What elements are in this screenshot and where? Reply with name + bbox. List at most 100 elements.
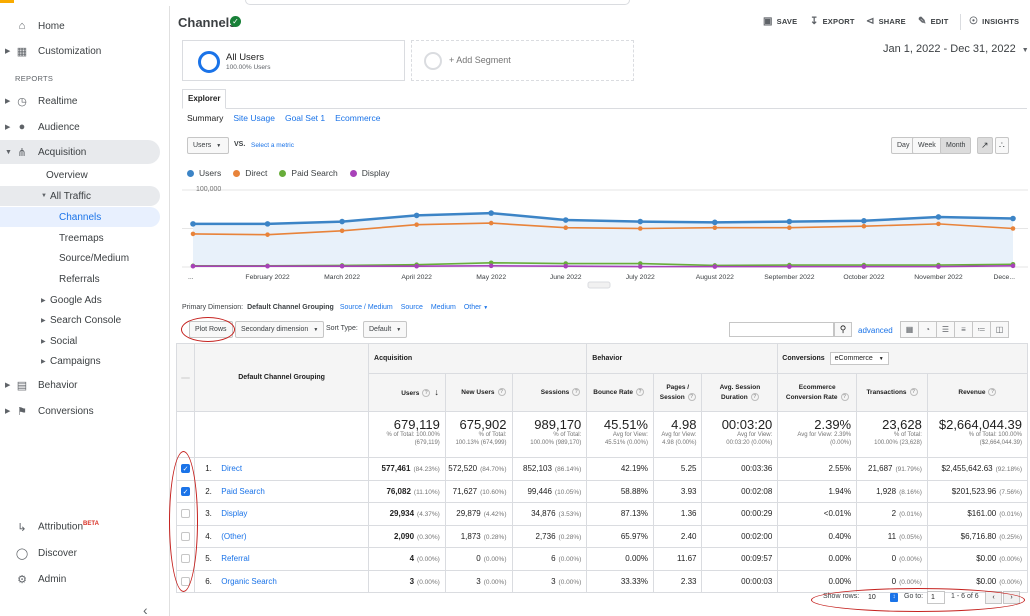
sidebar-item-conversions[interactable]: ▶ ⚑ Conversions <box>0 399 160 423</box>
legend-item-users[interactable]: Users <box>187 168 221 178</box>
channel-link[interactable]: Paid Search <box>221 486 265 496</box>
date-range-picker[interactable]: Jan 1, 2022 - Dec 31, 2022 ▼ <box>883 43 1029 55</box>
channel-link[interactable]: Organic Search <box>221 576 277 586</box>
select-all-checkbox[interactable] <box>181 376 191 379</box>
add-segment-button[interactable]: + Add Segment <box>411 40 634 81</box>
sidebar-item-attribution[interactable]: ↳ AttributionBETA <box>0 515 160 539</box>
sidebar-item-behavior[interactable]: ▶ ▤ Behavior <box>0 373 160 397</box>
table-search-input[interactable] <box>729 322 834 337</box>
sidebar-item-channels[interactable]: Channels <box>0 207 160 227</box>
dimension-source-medium[interactable]: Source / Medium <box>339 304 393 311</box>
attribution-label: Attribution <box>38 521 84 533</box>
top-strip <box>0 0 1030 6</box>
caret-down-icon: ▼ <box>5 148 12 156</box>
cell-bounce: 42.19% <box>586 457 654 481</box>
sort-type-select[interactable]: Default ▼ <box>363 321 408 338</box>
sidebar-item-source-medium[interactable]: Source/Medium <box>0 248 160 268</box>
channel-link[interactable]: Display <box>221 509 248 519</box>
pivot-view-icon[interactable]: ◫ <box>990 321 1009 338</box>
tab-explorer[interactable]: Explorer <box>182 89 227 109</box>
select-metric-link[interactable]: Select a metric <box>251 142 294 149</box>
legend-item-display[interactable]: Display <box>349 168 390 178</box>
advanced-filter-link[interactable]: advanced <box>858 326 893 335</box>
col-header-label: Sessions <box>540 388 570 396</box>
col-header-bounce-rate[interactable]: Bounce Rate? <box>586 373 654 412</box>
channel-link[interactable]: Referral <box>221 554 250 564</box>
col-header-revenue[interactable]: Revenue? <box>926 373 1029 412</box>
col-header-ecommerce-conversion-rate[interactable]: Ecommerce Conversion Rate? <box>777 373 858 412</box>
channel-link[interactable]: Direct <box>221 464 243 474</box>
person-icon: ● <box>18 121 26 133</box>
pencil-icon: ✎ <box>918 16 927 27</box>
insights-button[interactable]: ☉ INSIGHTS <box>969 16 1019 27</box>
dimension-other[interactable]: Other ▼ <box>464 304 488 311</box>
conversions-select[interactable]: eCommerce ▼ <box>829 352 889 365</box>
metric-select[interactable]: Users ▼ <box>187 137 229 154</box>
channel-link[interactable]: (Other) <box>221 531 247 541</box>
help-icon: ? <box>988 387 997 396</box>
sidebar-item-label: Channels <box>59 211 102 223</box>
sidebar-item-campaigns[interactable]: ▶ Campaigns <box>0 351 160 371</box>
save-button[interactable]: ▣ SAVE <box>763 16 797 27</box>
date-range-label: Jan 1, 2022 - Dec 31, 2022 <box>883 43 1016 55</box>
total-subtext: % of Total: 100.00% <box>386 432 440 438</box>
share-button[interactable]: ⊲ SHARE <box>866 16 906 27</box>
data-point <box>265 232 270 237</box>
subtab-site-usage[interactable]: Site Usage <box>233 113 275 123</box>
sidebar-item-discover[interactable]: ◯ Discover <box>0 541 160 565</box>
total-value: 675,902 <box>459 417 507 432</box>
segment-all-users[interactable]: All Users 100.00% Users <box>182 40 405 81</box>
legend-item-paid-search[interactable]: Paid Search <box>279 168 338 178</box>
dimension-source[interactable]: Source <box>400 304 423 311</box>
data-point <box>1010 263 1016 269</box>
secondary-dimension-select[interactable]: Secondary dimension ▼ <box>235 321 325 338</box>
dimension-medium[interactable]: Medium <box>430 304 456 311</box>
subtab-goal-set-1[interactable]: Goal Set 1 <box>284 113 326 123</box>
week-button[interactable]: Week <box>912 137 942 154</box>
dimension-header[interactable]: Default Channel Grouping <box>194 343 370 412</box>
sidebar-item-referrals[interactable]: Referrals <box>0 269 160 289</box>
sidebar-item-treemaps[interactable]: Treemaps <box>0 228 160 248</box>
save-label: SAVE <box>776 17 798 26</box>
term-cloud-icon[interactable]: ≔ <box>972 321 991 338</box>
sidebar-item-realtime[interactable]: ▶ ◷ Realtime <box>0 89 160 113</box>
acquisition-icon: ⋔ <box>17 146 27 159</box>
subtab-summary[interactable]: Summary <box>187 113 224 123</box>
sidebar-item-google-ads[interactable]: ▶ Google Ads <box>0 290 160 310</box>
row-index: 3. <box>205 509 212 519</box>
search-bar[interactable] <box>245 0 630 5</box>
total-cell: 45.51% Avg for View: 45.51% (0.00%) <box>586 411 654 458</box>
bar-view-icon[interactable]: ☰ <box>936 321 955 338</box>
col-header-pages-session[interactable]: Pages / Session? <box>652 373 703 412</box>
sidebar-item-audience[interactable]: ▶ ● Audience <box>0 115 160 139</box>
month-button[interactable]: Month <box>940 137 972 154</box>
cell-pages: 1.36 <box>652 502 703 526</box>
col-header-users[interactable]: Users? ↓ <box>368 373 446 412</box>
export-button[interactable]: ↧ EXPORT <box>810 16 855 27</box>
cell-bounce: 87.13% <box>586 502 654 526</box>
subtab-ecommerce[interactable]: Ecommerce <box>335 113 381 123</box>
table-row: 4. (Other) 2,090 (0.30%) 1,873 (0.28%) 2,736 (0… <box>175 524 1029 548</box>
table-view-icon[interactable]: ▦ <box>900 321 919 338</box>
sidebar-item-search-console[interactable]: ▶ Search Console <box>0 310 160 330</box>
sidebar-item-admin[interactable]: ⚙ Admin <box>0 567 160 591</box>
search-icon[interactable]: ⚲ <box>834 322 852 337</box>
motion-chart-icon[interactable]: ∴ <box>995 137 1009 154</box>
data-point <box>488 263 494 269</box>
comparison-view-icon[interactable]: ≡ <box>954 321 973 338</box>
col-header-new-users[interactable]: New Users? <box>444 373 513 412</box>
col-header-transactions[interactable]: Transactions? <box>856 373 928 412</box>
pie-view-icon[interactable]: ◔ <box>918 321 937 338</box>
edit-button[interactable]: ✎ EDIT <box>918 16 948 27</box>
col-header-sessions[interactable]: Sessions? <box>511 373 588 412</box>
legend-item-direct[interactable]: Direct <box>233 168 267 178</box>
line-chart-icon[interactable]: ↗ <box>977 137 993 154</box>
sidebar-item-home[interactable]: ⌂ Home <box>0 14 160 38</box>
collapse-sidebar-icon[interactable]: ‹ <box>143 602 148 616</box>
sidebar-item-social[interactable]: ▶ Social <box>0 331 160 351</box>
sidebar-item-all-traffic[interactable]: ▼ All Traffic <box>0 186 160 206</box>
col-header-avg-session-duration[interactable]: Avg. Session Duration? <box>701 373 779 412</box>
sidebar-item-customization[interactable]: ▶ ▦ Customization <box>0 39 160 63</box>
sidebar-item-overview[interactable]: Overview <box>0 165 160 185</box>
sidebar-item-acquisition[interactable]: ▼ ⋔ Acquisition <box>0 140 160 164</box>
